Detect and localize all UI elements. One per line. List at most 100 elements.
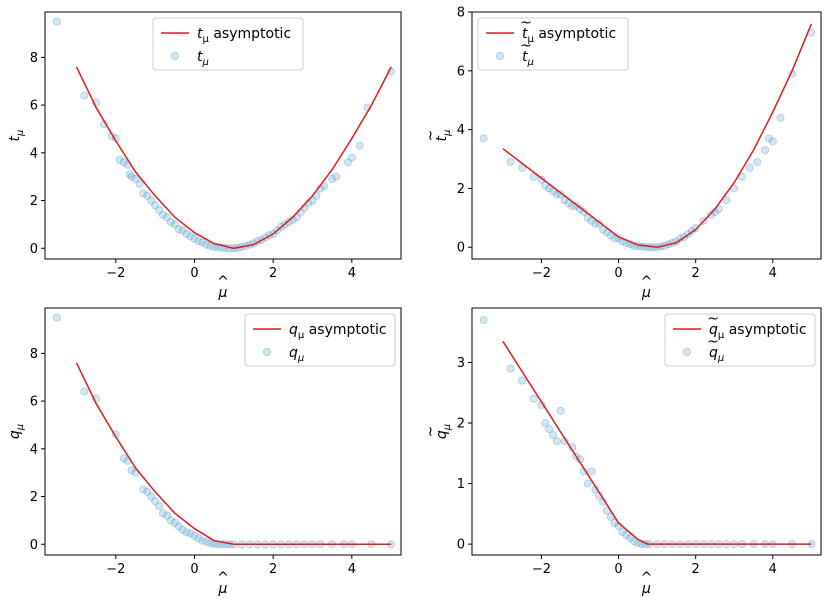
data-point xyxy=(178,525,187,534)
data-point xyxy=(776,113,785,122)
y-tick-label: 2 xyxy=(30,490,38,505)
asymptotic-curve xyxy=(75,362,392,546)
x-tick-label: 4 xyxy=(348,266,356,281)
data-point xyxy=(190,531,199,540)
legend-curve-label: qμ asymptotic~ xyxy=(707,311,806,341)
legend-points-label: tμ~ xyxy=(520,38,534,68)
data-point xyxy=(174,522,183,531)
data-point xyxy=(548,431,557,440)
svg-text:tμ: tμ xyxy=(197,49,209,68)
y-tick-label: 6 xyxy=(30,395,38,410)
chart-panel-bottom-right: −2 0 2 4 0 1 2 3 μ^ qμ~ qμ asymptotic~qμ~ xyxy=(423,307,822,597)
data-point xyxy=(556,190,565,199)
svg-text:^: ^ xyxy=(217,570,229,586)
plot-area xyxy=(479,23,816,252)
y-tick-label: 2 xyxy=(457,417,465,432)
data-point xyxy=(127,172,136,181)
data-point xyxy=(583,479,592,488)
y-tick-label: 8 xyxy=(30,51,38,66)
x-tick-label: −2 xyxy=(106,562,125,577)
svg-text:~: ~ xyxy=(423,130,439,142)
y-tick-label: 2 xyxy=(30,194,38,209)
svg-text:~: ~ xyxy=(707,311,719,327)
x-tick-label: −2 xyxy=(532,266,551,281)
legend-point-swatch xyxy=(262,347,272,357)
data-point xyxy=(768,137,777,146)
x-tick-label: −2 xyxy=(532,562,551,577)
legend-point-swatch xyxy=(682,347,692,357)
data-point xyxy=(618,527,627,536)
svg-text:tμ: tμ xyxy=(434,130,453,142)
y-tick-label: 4 xyxy=(30,442,38,457)
data-point xyxy=(178,226,187,235)
data-point xyxy=(206,241,215,250)
x-tick-label: −2 xyxy=(106,266,125,281)
y-tick-label: 0 xyxy=(30,538,38,553)
data-point xyxy=(147,492,156,501)
data-point xyxy=(595,219,604,228)
data-point xyxy=(170,220,179,229)
y-tick-label: 8 xyxy=(457,6,465,21)
x-axis-label: μ^ xyxy=(217,570,229,597)
y-tick-label: 2 xyxy=(457,182,465,197)
plot-area xyxy=(52,17,396,253)
data-point xyxy=(151,497,160,506)
data-point xyxy=(707,210,716,219)
legend-box xyxy=(664,313,816,367)
data-point xyxy=(202,240,211,249)
svg-text:μ: μ xyxy=(641,581,651,597)
data-point xyxy=(343,158,352,167)
asymptotic-curve xyxy=(75,66,392,250)
y-tick-label: 1 xyxy=(457,477,465,492)
data-point xyxy=(691,224,700,233)
data-point xyxy=(556,406,565,415)
x-tick-label: 0 xyxy=(614,266,622,281)
legend-point-swatch xyxy=(170,51,180,61)
x-axis-label: μ^ xyxy=(217,274,229,301)
data-point xyxy=(194,534,203,543)
data-point xyxy=(518,376,527,385)
data-point xyxy=(159,509,168,518)
data-point xyxy=(552,437,561,446)
axes-frame xyxy=(44,11,402,260)
y-axis-label: qμ~ xyxy=(423,424,453,439)
data-point xyxy=(284,218,293,227)
data-point xyxy=(125,170,134,179)
legend-points-label: tμ xyxy=(197,49,209,68)
data-point xyxy=(529,394,538,403)
data-point xyxy=(52,17,61,26)
legend: tμ asymptotic tμ xyxy=(152,17,304,71)
x-tick-label: 2 xyxy=(692,266,700,281)
svg-text:~: ~ xyxy=(423,426,439,438)
y-tick-label: 6 xyxy=(457,64,465,79)
y-axis-label: tμ~ xyxy=(423,130,453,142)
legend-curve-label: qμ asymptotic xyxy=(289,322,387,341)
data-point xyxy=(198,238,207,247)
svg-text:μ: μ xyxy=(218,285,228,301)
axes-frame xyxy=(44,307,402,556)
data-point xyxy=(139,485,148,494)
data-point xyxy=(764,134,773,143)
plot-area xyxy=(479,316,816,549)
data-point xyxy=(629,537,638,546)
data-point xyxy=(332,172,341,181)
svg-text:qμ: qμ xyxy=(7,424,26,439)
data-point xyxy=(162,511,171,520)
x-tick-label: 4 xyxy=(769,266,777,281)
data-point xyxy=(143,487,152,496)
data-point xyxy=(135,179,144,188)
data-point xyxy=(119,158,128,167)
y-tick-label: 4 xyxy=(457,123,465,138)
svg-text:tμ asymptotic: tμ asymptotic xyxy=(197,26,291,45)
x-tick-label: 4 xyxy=(769,562,777,577)
svg-text:^: ^ xyxy=(641,570,653,586)
data-point xyxy=(537,175,546,184)
y-tick-label: 8 xyxy=(30,347,38,362)
y-axis-label: tμ xyxy=(7,130,26,142)
data-point xyxy=(174,225,183,234)
y-tick-label: 3 xyxy=(457,356,465,371)
data-point xyxy=(541,419,550,428)
y-axis-label: qμ xyxy=(7,424,26,439)
svg-text:^: ^ xyxy=(217,274,229,290)
